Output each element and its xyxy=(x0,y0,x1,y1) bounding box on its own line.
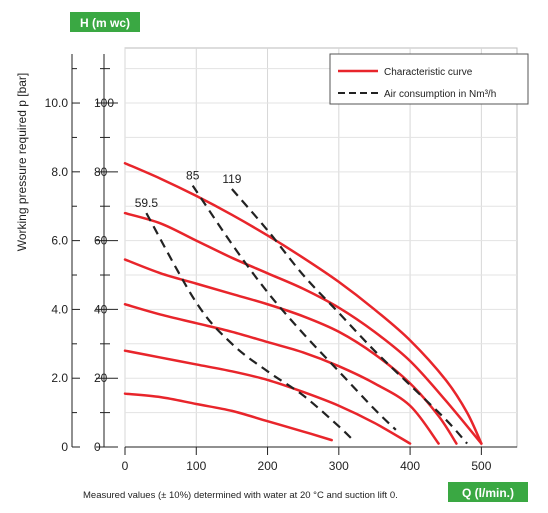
air-consumption-curve-59.5 xyxy=(145,212,354,441)
y-tick-label-left: 10.0 xyxy=(45,96,69,110)
y-axis-label-right: H (m wc) xyxy=(80,16,130,30)
y-unit-badge xyxy=(70,12,140,32)
x-tick-label: 100 xyxy=(186,459,206,473)
y-tick-label-right: 100 xyxy=(94,96,114,110)
grid xyxy=(124,47,518,448)
legend-label-air: Air consumption in Nm³/h xyxy=(384,89,496,100)
y-tick-label-right: 0 xyxy=(94,440,101,454)
plot-area xyxy=(124,47,518,448)
x-unit-badge xyxy=(448,482,528,502)
air-consumption-label-119: 119 xyxy=(222,172,241,186)
legend-label-characteristic: Characteristic curve xyxy=(384,67,473,78)
y-tick-label-right: 60 xyxy=(94,234,108,248)
characteristic-curve-2 xyxy=(123,349,412,445)
legend: Characteristic curve Air consumption in … xyxy=(329,53,529,105)
characteristic-curve-1 xyxy=(123,392,333,442)
y-tick-label-right: 40 xyxy=(94,302,108,316)
tick-labels: 0 0 2.0 20 4.0 40 6.0 60 8.0 80 10.0 100 0 100 200 300 4… xyxy=(45,96,492,473)
air-consumption-curves: 59.5 85 119 xyxy=(135,169,468,445)
y-tick-label-left: 8.0 xyxy=(51,165,68,179)
x-tick-label: 400 xyxy=(400,459,420,473)
characteristic-curve-6 xyxy=(123,161,483,445)
y-axis-label-left: Working pressure required p [bar] xyxy=(15,73,29,252)
y-tick-label-left: 4.0 xyxy=(51,302,68,316)
y-tick-label-left: 0 xyxy=(61,440,68,454)
x-tick-label: 200 xyxy=(258,459,278,473)
y-tick-label-right: 20 xyxy=(94,371,108,385)
characteristic-curve-5 xyxy=(123,211,483,445)
y-tick-label-left: 6.0 xyxy=(51,234,68,248)
x-tick-label: 300 xyxy=(329,459,349,473)
air-consumption-curve-85 xyxy=(191,184,397,431)
air-consumption-label-59.5: 59.5 xyxy=(135,196,159,210)
footnote: Measured values (± 10%) determined with … xyxy=(83,490,398,501)
characteristic-curve-3 xyxy=(123,303,440,445)
x-axis-label: Q (l/min.) xyxy=(462,486,514,500)
y-tick-label-left: 2.0 xyxy=(51,371,68,385)
y-tick-label-right: 80 xyxy=(94,165,108,179)
x-tick-label: 0 xyxy=(122,459,129,473)
air-consumption-label-85: 85 xyxy=(186,169,200,183)
x-tick-label: 500 xyxy=(471,459,491,473)
legend-box xyxy=(329,53,529,105)
axes xyxy=(71,54,517,455)
